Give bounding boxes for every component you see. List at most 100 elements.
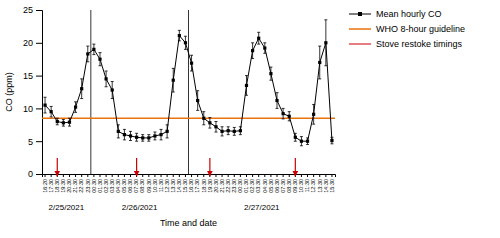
x-tick-mark [112,174,113,177]
x-tick-label: 13:30 [170,179,176,193]
error-bar-part [129,140,132,141]
marks [42,20,335,146]
x-tick: 00:30 [237,174,243,193]
error-bar-part [300,136,303,137]
date-groups: 2/25/20212/26/20212/27/2021 [49,10,280,212]
point [330,139,333,142]
error-bar [233,127,236,135]
x-tick-mark [142,174,143,177]
y-tick: 5 [28,137,42,147]
error-bar [282,108,285,118]
error-bar [166,125,169,138]
error-bar [202,112,205,125]
point [123,133,126,136]
x-tick: 02:30 [103,174,109,193]
error-bar [214,122,217,132]
point [196,99,199,102]
x-tick-label: 03:30 [255,179,261,193]
error-bar-part [288,120,291,121]
error-bar-part [129,131,132,132]
error-bar-part [190,55,193,56]
error-bar [172,68,175,92]
error-bar-part [282,108,285,109]
error-bar-part [147,134,150,135]
error-bar-part [86,61,89,62]
point [312,113,315,116]
restoke-arrows [57,158,295,176]
x-tick-label: 19:30 [207,179,213,193]
y-axis: 0510152025 [23,5,43,179]
x-tick-mark [124,174,125,177]
x-tick: 19:30 [60,174,66,193]
y-tick-mark [36,141,42,142]
error-bar-part [160,139,163,140]
error-bar-part [56,124,59,125]
x-tick-label: 11:30 [304,179,310,192]
y-tick-mark [36,108,42,109]
x-axis-title: Time and date [160,218,217,228]
x-tick-label: 04:30 [262,179,268,193]
error-bar [208,118,211,128]
x-tick: 05:30 [121,174,127,193]
error-bar [147,135,150,142]
y-tick-mark [36,43,42,44]
error-bar-part [257,44,260,45]
y-tick-label: 25 [23,5,33,15]
x-tick: 19:30 [207,174,213,193]
x-tick-mark [325,174,326,177]
x-tick-label: 05:30 [268,179,274,193]
y-tick: 15 [23,71,42,81]
x-tick-mark [246,174,247,177]
x-tick-mark [161,174,162,177]
y-tick-mark [36,10,42,11]
y-tick-label: 5 [28,137,33,147]
legend-swatch [349,44,371,45]
x-tick: 23:30 [231,174,237,193]
point [178,34,181,37]
x-tick-label: 22:30 [225,179,231,193]
x-tick-mark [51,174,52,177]
point [263,46,266,49]
x-tick-label: 02:30 [103,179,109,193]
error-bar-part [50,106,53,107]
x-tick: 14:30 [323,174,329,193]
x-tick: 10:30 [152,174,158,193]
point [300,140,303,143]
point [56,120,59,123]
legend-item: Mean hourly CO [349,9,442,19]
point [50,110,53,113]
point [275,99,278,102]
y-tick: 10 [23,104,42,114]
error-bar-part [74,101,77,102]
point [306,140,309,143]
series-line [45,36,332,142]
x-tick: 20:30 [66,174,72,193]
error-bar-part [263,42,266,43]
x-tick-label: 21:30 [72,179,78,193]
x-tick-label: 15:30 [182,179,188,193]
x-axis: 16:2017:3018:3019:3020:3021:3022:3023:30… [42,174,336,193]
legend-swatch-marker [358,12,362,16]
point [43,104,46,107]
x-tick-label: 07:30 [133,179,139,193]
x-tick-label: 18:30 [54,179,60,193]
x-tick-label: 10:30 [152,179,158,193]
x-tick-label: 07:30 [280,179,286,193]
x-tick-mark [185,174,186,177]
error-bar-part [288,111,291,112]
x-tick-label: 11:30 [158,179,164,192]
error-bar-part [282,118,285,119]
error-bar [239,127,242,135]
error-bar-part [123,129,126,130]
x-tick-mark [179,174,180,177]
x-tick-label: 06:30 [274,179,280,193]
error-bar-part [117,124,120,125]
x-tick-mark [319,174,320,177]
x-tick-mark [222,174,223,177]
x-tick-mark [215,174,216,177]
point [251,49,254,52]
error-bar-part [135,133,138,134]
error-bar-part [92,44,95,45]
point [214,125,217,128]
error-bar [288,112,291,121]
